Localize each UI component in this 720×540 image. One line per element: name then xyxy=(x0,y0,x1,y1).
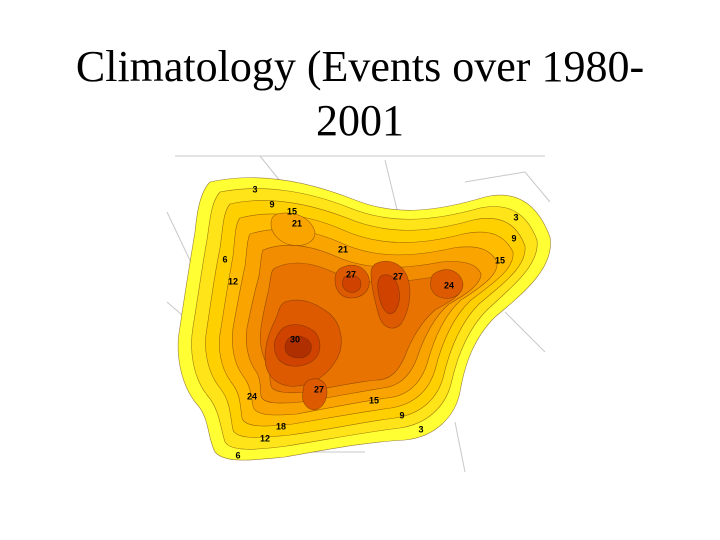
band-ne-1 xyxy=(430,269,464,299)
contour-label: 30 xyxy=(290,334,300,344)
contour-label: 3 xyxy=(513,212,518,222)
climatology-map: 3 9 15 21 6 12 21 27 27 24 15 3 9 30 27 … xyxy=(165,152,560,482)
border-line xyxy=(504,311,546,353)
contour-labels: 3 9 15 21 6 12 21 27 27 24 15 3 9 30 27 … xyxy=(222,184,518,460)
band-east-2 xyxy=(377,274,400,315)
contour-label: 6 xyxy=(235,450,240,460)
contour-label: 3 xyxy=(418,424,423,434)
contour-label: 24 xyxy=(444,280,454,290)
band-s-1 xyxy=(302,378,328,411)
contour-label: 12 xyxy=(260,433,270,443)
contour-label: 15 xyxy=(495,255,505,265)
band-central-2 xyxy=(341,275,362,293)
contour-label: 12 xyxy=(228,276,238,286)
contour-label: 27 xyxy=(314,384,324,394)
title-line-1: Climatology (Events over 1980- xyxy=(75,42,645,91)
border-line xyxy=(454,421,466,473)
band-n-1 xyxy=(270,212,316,246)
border-line xyxy=(464,171,551,203)
contour-label: 24 xyxy=(247,391,257,401)
contour-label: 9 xyxy=(511,233,516,243)
contour-label: 6 xyxy=(222,254,227,264)
map-svg: 3 9 15 21 6 12 21 27 27 24 15 3 9 30 27 … xyxy=(166,155,551,473)
contour-label: 18 xyxy=(276,421,286,431)
slide-title: Climatology (Events over 1980- 2001 xyxy=(0,40,720,148)
title-line-2: 2001 xyxy=(316,96,404,145)
contour-label: 3 xyxy=(252,184,257,194)
contour-label: 21 xyxy=(292,218,302,228)
contour-label: 15 xyxy=(287,206,297,216)
contour-label: 9 xyxy=(399,410,404,420)
band-9 xyxy=(284,335,312,359)
contour-bands xyxy=(177,177,551,461)
contour-label: 27 xyxy=(393,271,403,281)
contour-label: 15 xyxy=(369,395,379,405)
contour-label: 9 xyxy=(269,199,274,209)
contour-label: 27 xyxy=(346,269,356,279)
contour-label: 21 xyxy=(338,244,348,254)
